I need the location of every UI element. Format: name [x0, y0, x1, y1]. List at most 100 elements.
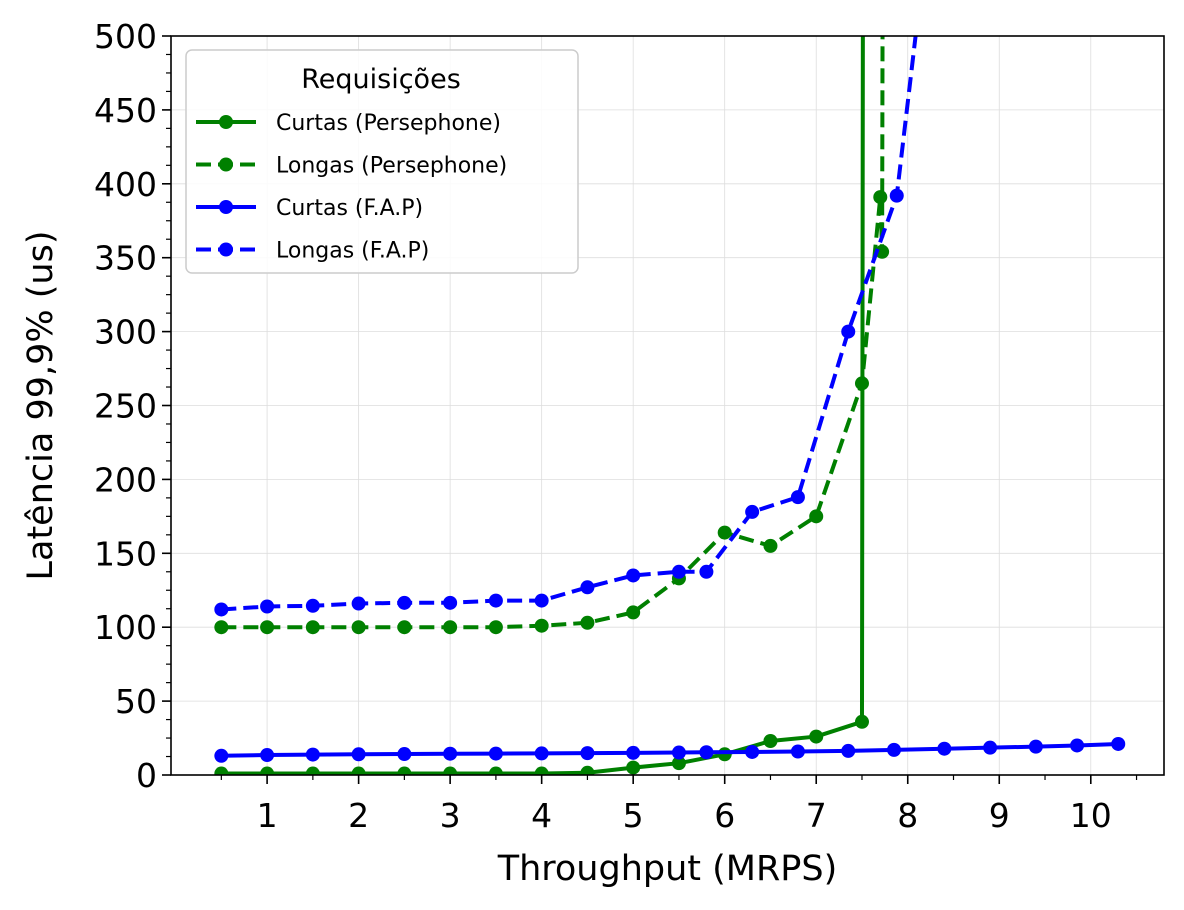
data-point	[699, 745, 714, 760]
legend-label: Curtas (F.A.P)	[276, 196, 423, 221]
data-point	[260, 620, 275, 635]
data-point	[889, 188, 904, 203]
data-point	[809, 729, 824, 744]
data-point	[626, 568, 641, 583]
y-tick-label: 400	[94, 165, 157, 204]
data-point	[214, 620, 229, 635]
data-point	[1111, 736, 1126, 751]
y-tick-label: 100	[94, 608, 157, 647]
data-point	[443, 620, 458, 635]
data-point	[351, 596, 366, 611]
series-line	[221, 36, 865, 775]
data-point	[305, 620, 320, 635]
data-point	[488, 593, 503, 608]
x-tick-label: 4	[531, 796, 552, 835]
data-point	[397, 595, 412, 610]
legend: Requisições Curtas (Persephone) Longas (P…	[185, 49, 579, 274]
legend-swatch-marker	[219, 200, 233, 214]
y-tick-label: 200	[94, 460, 157, 499]
data-point	[875, 244, 890, 259]
series-line	[221, 36, 918, 612]
x-axis-label: Throughput (MRPS)	[497, 849, 838, 889]
y-tick-label: 250	[94, 387, 157, 426]
data-point	[260, 748, 275, 763]
x-tick-label: 5	[623, 796, 644, 835]
data-point	[488, 746, 503, 761]
data-point	[580, 615, 595, 630]
y-axis-label: Latência 99,9% (us)	[21, 231, 61, 581]
legend-label: Longas (Persephone)	[276, 154, 507, 179]
series-0	[214, 36, 869, 775]
x-tick-label: 3	[440, 796, 461, 835]
data-point	[841, 743, 856, 758]
x-tick-label: 10	[1070, 796, 1112, 835]
x-tick-label: 7	[806, 796, 827, 835]
data-point	[488, 766, 503, 775]
legend-entry: Longas (Persephone)	[196, 154, 507, 179]
data-point	[671, 564, 686, 579]
y-tick-label: 300	[94, 313, 157, 352]
data-point	[790, 490, 805, 505]
data-point	[534, 746, 549, 761]
data-point	[305, 598, 320, 613]
legend-box	[185, 49, 579, 274]
data-point	[305, 766, 320, 775]
data-point	[351, 766, 366, 775]
data-point	[671, 756, 686, 771]
data-point	[534, 618, 549, 633]
data-point	[397, 747, 412, 762]
data-point	[745, 744, 760, 759]
data-point	[983, 740, 998, 755]
data-point	[717, 525, 732, 540]
series-3	[214, 36, 918, 617]
series-2	[214, 736, 1126, 763]
x-tick-label: 1	[257, 796, 278, 835]
data-point	[854, 714, 869, 729]
data-point	[214, 602, 229, 617]
data-point	[745, 504, 760, 519]
series-1	[214, 36, 890, 635]
data-point	[809, 509, 824, 524]
legend-swatch-marker	[219, 115, 233, 129]
data-point	[626, 760, 641, 775]
data-point	[671, 745, 686, 760]
axis-ticks: 1 2 3 4 5 6 7 8 9 1005010015020025030035040045050…	[94, 17, 1138, 835]
legend-swatch-marker	[219, 157, 233, 172]
data-point	[873, 190, 888, 205]
data-point	[580, 765, 595, 775]
legend-label: Longas (F.A.P)	[276, 239, 429, 264]
data-point	[443, 766, 458, 775]
data-point	[214, 766, 229, 775]
data-point	[305, 747, 320, 762]
x-tick-label: 8	[897, 796, 918, 835]
y-tick-label: 150	[94, 534, 157, 573]
x-tick-label: 9	[989, 796, 1010, 835]
data-point	[397, 620, 412, 635]
data-point	[260, 766, 275, 775]
data-point	[580, 746, 595, 761]
data-point	[397, 766, 412, 775]
x-tick-label: 6	[714, 796, 735, 835]
data-point	[790, 744, 805, 759]
y-tick-label: 450	[94, 91, 157, 130]
data-point	[534, 593, 549, 608]
data-point	[887, 742, 902, 757]
legend-swatch-marker	[219, 242, 233, 257]
legend-entry: Longas (F.A.P)	[196, 239, 429, 264]
y-tick-label: 50	[115, 682, 157, 721]
data-point	[488, 620, 503, 635]
data-point	[1028, 739, 1043, 754]
data-point	[841, 324, 856, 339]
y-tick-label: 500	[94, 17, 157, 56]
data-point	[626, 745, 641, 760]
legend-label: Curtas (Persephone)	[276, 111, 501, 136]
data-point	[443, 746, 458, 761]
data-point	[534, 766, 549, 775]
data-point	[260, 599, 275, 614]
data-point	[1070, 738, 1085, 753]
data-point	[854, 376, 869, 391]
legend-title: Requisições	[301, 64, 461, 95]
x-tick-label: 2	[348, 796, 369, 835]
data-point	[443, 595, 458, 610]
